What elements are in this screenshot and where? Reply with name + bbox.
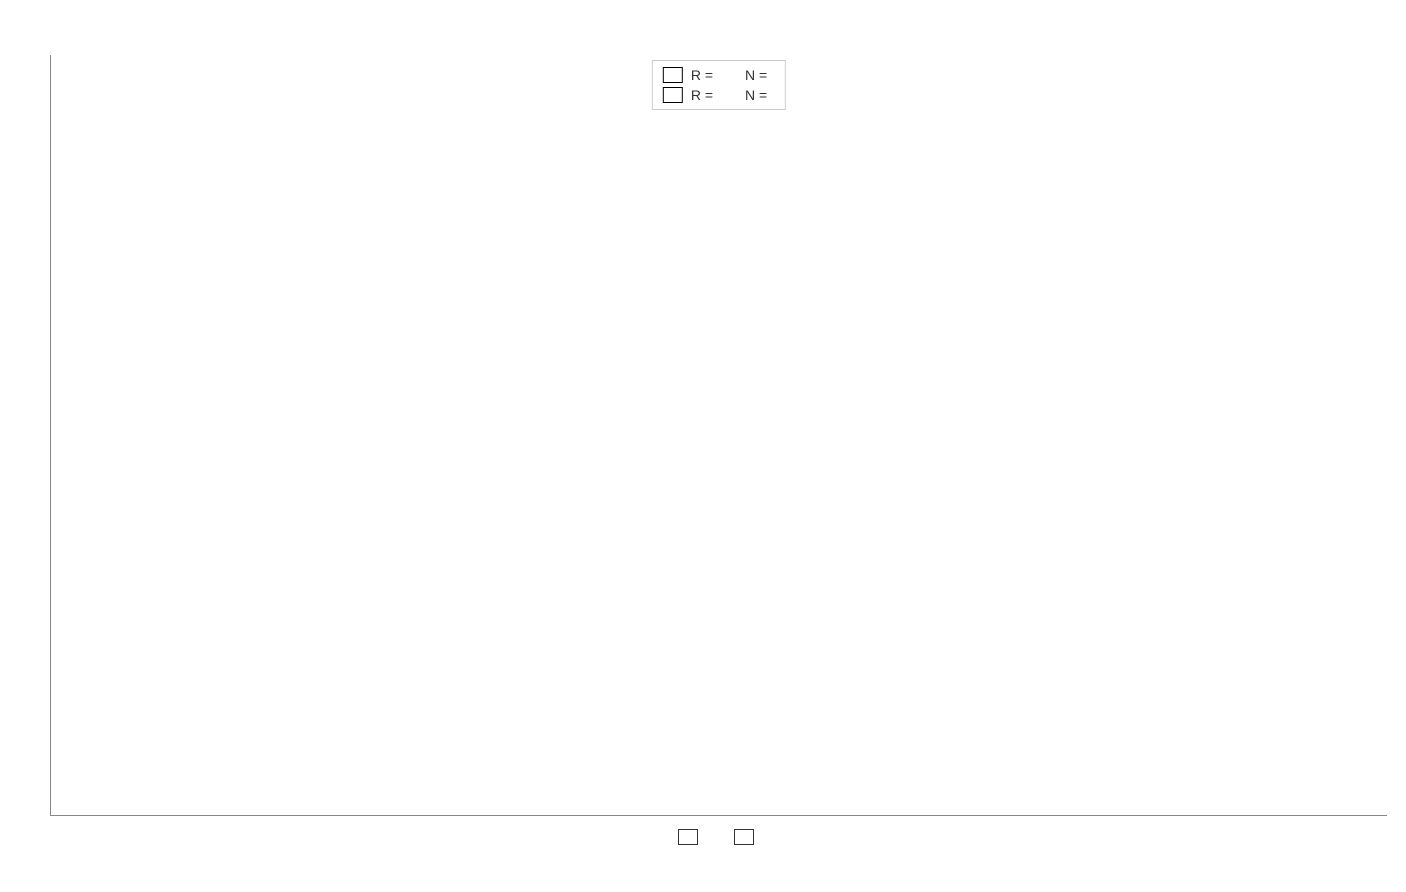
swatch-icon [663, 87, 683, 103]
legend-item-0 [678, 829, 704, 845]
swatch-icon [678, 829, 698, 845]
scatter-svg [51, 55, 1387, 815]
plot-area: R = N = R = N = [50, 55, 1387, 816]
legend-stats-row-1: R = N = [663, 85, 775, 105]
legend-stats-row-0: R = N = [663, 65, 775, 85]
legend-series [678, 829, 760, 845]
legend-stats: R = N = R = N = [652, 60, 786, 110]
swatch-icon [734, 829, 754, 845]
legend-item-1 [734, 829, 760, 845]
swatch-icon [663, 67, 683, 83]
